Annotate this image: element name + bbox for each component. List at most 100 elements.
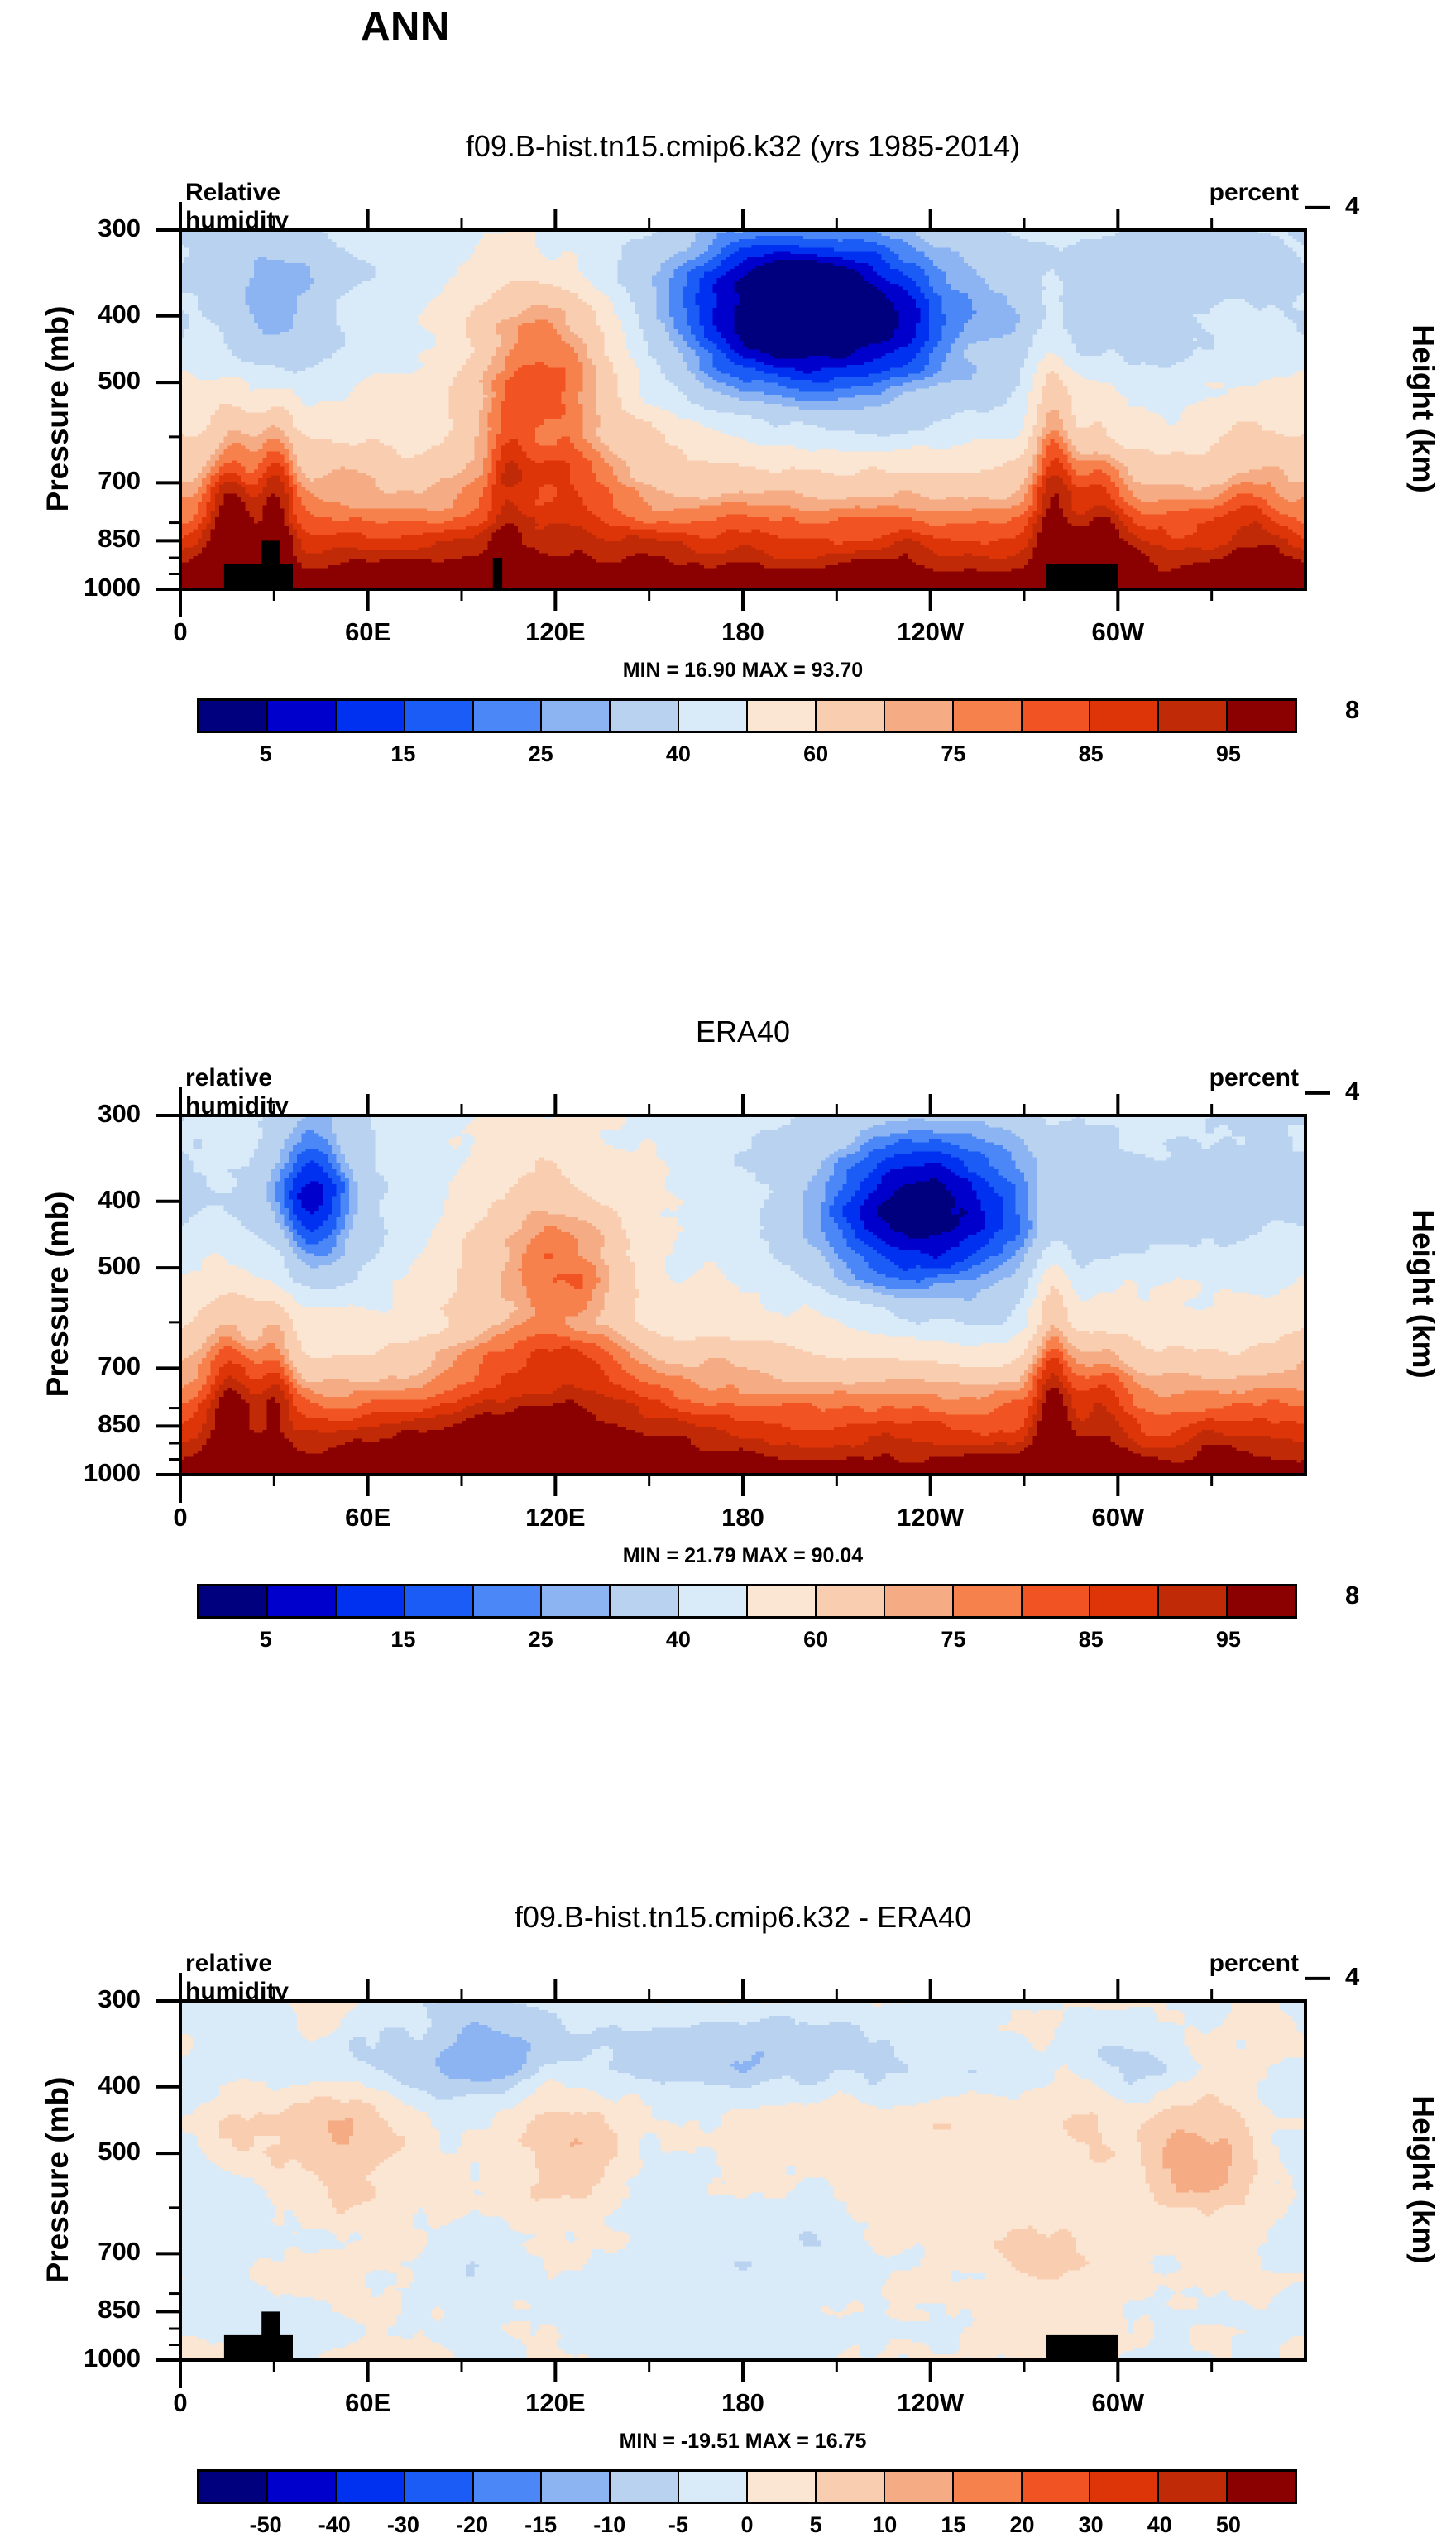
- colorbar-tick-label: 40: [629, 741, 728, 767]
- colorbar-swatch: [474, 701, 543, 731]
- colorbar-swatch: [679, 1586, 748, 1616]
- y-tick-label: 300: [41, 1984, 141, 2014]
- y-tick-label: 500: [41, 366, 141, 396]
- colorbar-swatch: [1023, 2472, 1091, 2502]
- colorbar-swatch: [474, 2472, 543, 2502]
- colorbar-tick-label: 85: [1042, 1627, 1141, 1653]
- colorbar-swatch: [679, 2472, 748, 2502]
- figure-canvas: ANN f09.B-hist.tn15.cmip6.k32 (yrs 1985-…: [0, 0, 1456, 2461]
- x-tick-label: 120E: [489, 2388, 621, 2418]
- panel-title-obs: ERA40: [180, 1015, 1305, 1049]
- y-tick-label: 400: [41, 2070, 141, 2100]
- y-tick-label: 1000: [41, 2344, 141, 2373]
- x-tick-label: 180: [677, 1503, 809, 1533]
- colorbar-swatch: [542, 701, 611, 731]
- colorbar-tick-label: 50: [1179, 2512, 1278, 2538]
- x-tick-label: 180: [677, 2388, 809, 2418]
- colorbar-tick-label: 95: [1179, 741, 1278, 767]
- colorbar-swatch: [337, 1586, 405, 1616]
- colorbar-swatch: [1023, 1586, 1091, 1616]
- colorbar-swatch: [405, 701, 474, 731]
- colorbar-swatch: [679, 701, 748, 731]
- colorbar-swatch: [1228, 1586, 1295, 1616]
- colorbar-swatch: [1159, 2472, 1228, 2502]
- colorbar-swatch: [337, 701, 405, 731]
- right-tick-label: 8: [1345, 1581, 1411, 1610]
- colorbar-swatch: [885, 1586, 954, 1616]
- x-tick-label: 60W: [1051, 1503, 1184, 1533]
- colorbar-swatch: [268, 2472, 337, 2502]
- colorbar-obs: [197, 1584, 1297, 1619]
- colorbar-tick-label: 15: [353, 1627, 453, 1653]
- colorbar-swatch: [1090, 701, 1159, 731]
- colorbar-swatch: [1159, 1586, 1228, 1616]
- panel-title-model: f09.B-hist.tn15.cmip6.k32 (yrs 1985-2014…: [180, 129, 1305, 164]
- colorbar-swatch: [1090, 1586, 1159, 1616]
- colorbar-tick-label: 75: [903, 1627, 1003, 1653]
- x-tick-label: 120E: [489, 617, 621, 647]
- colorbar-tick-label: 60: [766, 741, 865, 767]
- colorbar-swatch: [474, 1586, 543, 1616]
- colorbar-swatch: [817, 701, 885, 731]
- x-tick-label: 120E: [489, 1503, 621, 1533]
- colorbar-diff: [197, 2469, 1297, 2504]
- right-tick-label: 4: [1345, 191, 1411, 221]
- colorbar-swatch: [268, 1586, 337, 1616]
- colorbar-swatch: [1228, 2472, 1295, 2502]
- x-tick-label: 120W: [864, 2388, 997, 2418]
- x-tick-label: 60E: [302, 617, 434, 647]
- colorbar-swatch: [885, 701, 954, 731]
- y-tick-label: 500: [41, 1251, 141, 1281]
- colorbar-swatch: [405, 1586, 474, 1616]
- y-tick-label: 300: [41, 213, 141, 243]
- colorbar-swatch: [405, 2472, 474, 2502]
- colorbar-swatch: [1023, 701, 1091, 731]
- x-tick-label: 0: [114, 2388, 247, 2418]
- minmax-label-obs: MIN = 21.79 MAX = 90.04: [180, 1544, 1305, 1568]
- x-tick-label: 60W: [1051, 617, 1184, 647]
- plot-area-model: [0, 180, 1456, 639]
- minmax-label-diff: MIN = -19.51 MAX = 16.75: [180, 2430, 1305, 2454]
- colorbar-tick-label: 75: [903, 741, 1003, 767]
- y-tick-label: 400: [41, 300, 141, 329]
- y-tick-label: 1000: [41, 1458, 141, 1488]
- colorbar-swatch: [268, 701, 337, 731]
- colorbar-tick-label: 60: [766, 1627, 865, 1653]
- x-tick-label: 120W: [864, 1503, 997, 1533]
- x-tick-label: 120W: [864, 617, 997, 647]
- y-tick-label: 700: [41, 1351, 141, 1381]
- y-tick-label: 850: [41, 2295, 141, 2325]
- x-tick-label: 60E: [302, 1503, 434, 1533]
- colorbar-tick-label: 40: [629, 1627, 728, 1653]
- colorbar-swatch: [1228, 701, 1295, 731]
- y-tick-label: 400: [41, 1185, 141, 1215]
- colorbar-swatch: [748, 701, 817, 731]
- y-tick-label: 850: [41, 1409, 141, 1439]
- colorbar-tick-label: 25: [491, 741, 591, 767]
- colorbar-swatch: [611, 701, 679, 731]
- colorbar-swatch: [199, 2472, 268, 2502]
- y-tick-label: 850: [41, 524, 141, 554]
- y-tick-label: 1000: [41, 573, 141, 602]
- y-tick-label: 300: [41, 1099, 141, 1129]
- colorbar-tick-label: 5: [216, 741, 315, 767]
- x-tick-label: 180: [677, 617, 809, 647]
- colorbar-tick-label: 5: [216, 1627, 315, 1653]
- right-tick-label: 4: [1345, 1077, 1411, 1106]
- colorbar-swatch: [199, 701, 268, 731]
- colorbar-swatch: [954, 1586, 1023, 1616]
- colorbar-swatch: [199, 1586, 268, 1616]
- colorbar-swatch: [337, 2472, 405, 2502]
- colorbar-tick-label: 15: [353, 741, 453, 767]
- colorbar-swatch: [885, 2472, 954, 2502]
- panel-title-diff: f09.B-hist.tn15.cmip6.k32 - ERA40: [180, 1900, 1305, 1935]
- right-tick-label: 4: [1345, 1962, 1411, 1992]
- colorbar-swatch: [542, 1586, 611, 1616]
- contour-fill-model: [180, 230, 1306, 590]
- x-tick-label: 60E: [302, 2388, 434, 2418]
- colorbar-swatch: [748, 2472, 817, 2502]
- colorbar-swatch: [1159, 701, 1228, 731]
- right-tick-label: 8: [1345, 695, 1411, 725]
- main-title: ANN: [0, 3, 811, 50]
- colorbar-swatch: [817, 2472, 885, 2502]
